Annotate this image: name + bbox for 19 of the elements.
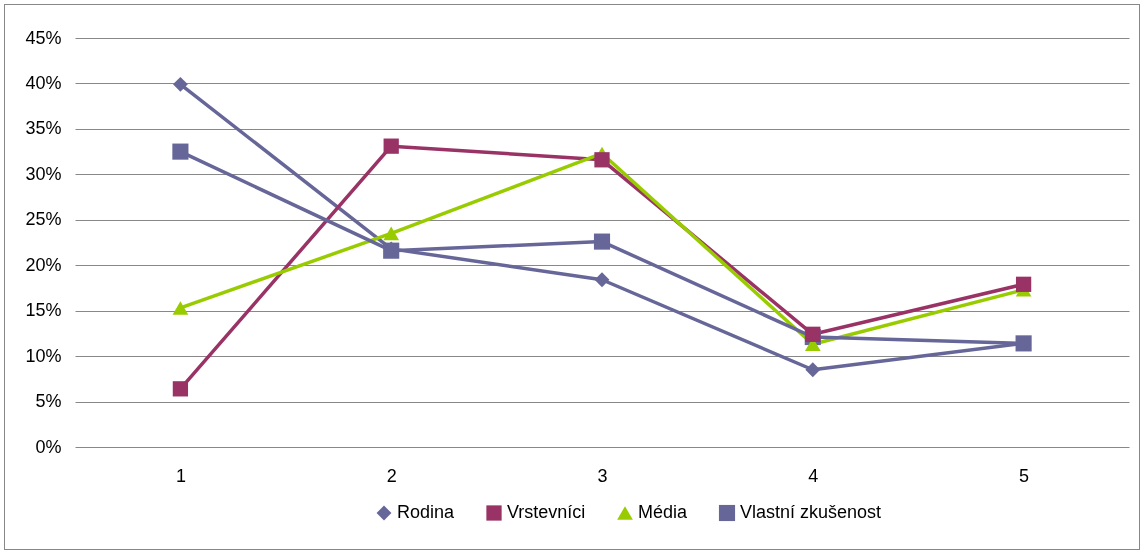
y-tick-label: 5% [35, 391, 62, 412]
y-tick-label: 40% [25, 72, 62, 93]
y-tick-label: 15% [25, 300, 62, 321]
x-tick-label: 3 [597, 465, 608, 486]
legend-label: Vlastní zkušenost [740, 502, 882, 522]
legend-label: Vrstevníci [507, 502, 586, 522]
y-tick-label: 20% [25, 254, 62, 275]
x-tick-label: 5 [1019, 465, 1030, 486]
x-tick-label: 4 [808, 465, 819, 486]
y-tick-label: 45% [25, 27, 62, 48]
x-tick-label: 1 [175, 465, 186, 486]
x-tick-label: 2 [386, 465, 397, 486]
legend-label: Rodina [397, 502, 456, 522]
legend-label: Média [638, 502, 689, 522]
y-tick-label: 30% [25, 163, 62, 184]
y-tick-label: 25% [25, 209, 62, 230]
y-tick-label: 0% [35, 436, 62, 457]
y-tick-label: 35% [25, 118, 62, 139]
y-tick-label: 10% [25, 345, 62, 366]
